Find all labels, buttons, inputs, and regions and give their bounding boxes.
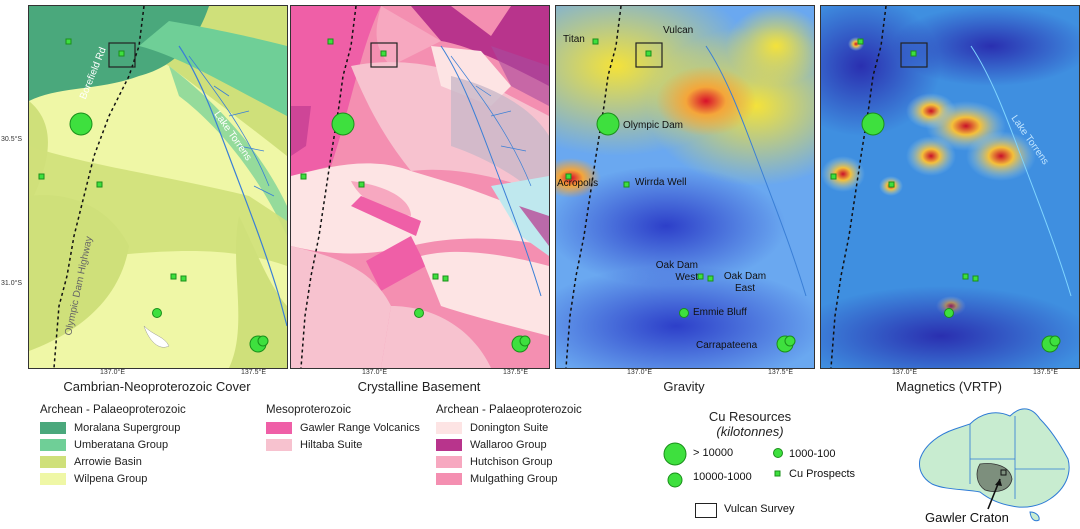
cu-legend-subtitle: (kilotonnes) xyxy=(716,424,784,439)
label-oak-dam-east: Oak Dam East xyxy=(723,271,767,294)
legend-swatch xyxy=(436,455,462,468)
legend-cover: Archean - Palaeoproterozoic Moralana Sup… xyxy=(40,404,186,487)
lon-tick-1375-p1: 137.5°E xyxy=(241,369,266,376)
gravity-map-panel xyxy=(555,5,815,369)
cover-map-panel: Borefield Rd Lake Torrens Olympic Dam Hi… xyxy=(28,5,288,369)
panel-title-cover: Cambrian-Neoproterozoic Cover xyxy=(63,379,251,394)
legend-swatch xyxy=(436,438,462,451)
legend-label: Wallaroo Group xyxy=(470,438,547,451)
panel-title-gravity: Gravity xyxy=(663,379,705,394)
legend-item: Moralana Supergroup xyxy=(40,419,186,436)
basement-map-panel xyxy=(290,5,550,369)
legend-label: Donington Suite xyxy=(470,421,549,434)
cu-medium-icon xyxy=(667,472,683,488)
panel-title-basement: Crystalline Basement xyxy=(357,379,481,394)
cu-label-prospects: Cu Prospects xyxy=(789,468,856,480)
lat-tick-30-5: 30.5°S xyxy=(1,136,23,143)
cu-legend-symbols-left xyxy=(663,442,687,488)
cu-large-icon xyxy=(663,442,687,466)
survey-label: Vulcan Survey xyxy=(724,503,795,515)
cu-legend-title: Cu Resources xyxy=(708,409,792,424)
legend-item: Wilpena Group xyxy=(40,470,186,487)
legend-swatch xyxy=(266,438,292,451)
legend-swatch xyxy=(40,438,66,451)
lon-tick-137-p2: 137.0°E xyxy=(362,369,387,376)
legend-label: Hutchison Group xyxy=(470,455,553,468)
lon-tick-137-p4: 137.0°E xyxy=(892,369,917,376)
lon-tick-1375-p3: 137.5°E xyxy=(768,369,793,376)
legend-label: Wilpena Group xyxy=(74,472,148,485)
legend-swatch xyxy=(436,421,462,434)
label-acropolis: Acropolis xyxy=(557,178,599,189)
legend-swatch xyxy=(40,421,66,434)
label-emmie-bluff: Emmie Bluff xyxy=(693,307,747,318)
cu-label-small: 1000-100 xyxy=(789,448,836,460)
legend-meso-heading: Mesoproterozoic xyxy=(266,404,352,416)
inset-label: Gawler Craton xyxy=(925,510,1009,525)
legend-label: Hiltaba Suite xyxy=(300,438,363,451)
legend-meso: Mesoproterozoic Gawler Range Volcanics H… xyxy=(266,404,420,453)
legend-swatch xyxy=(436,472,462,485)
lon-tick-137-p3: 137.0°E xyxy=(627,369,652,376)
cu-label-large: > 10000 xyxy=(693,447,734,459)
lon-tick-1375-p2: 137.5°E xyxy=(503,369,528,376)
cu-legend-symbols-right xyxy=(773,448,783,477)
legend-label: Mulgathing Group xyxy=(470,472,558,485)
legend-label: Gawler Range Volcanics xyxy=(300,421,420,434)
magnetics-map-panel: Lake Torrens xyxy=(820,5,1080,369)
legend-item: Umberatana Group xyxy=(40,436,186,453)
legend-swatch xyxy=(266,421,292,434)
lon-tick-1375-p4: 137.5°E xyxy=(1033,369,1058,376)
label-carrapateena: Carrapateena xyxy=(696,340,758,351)
legend-swatch xyxy=(40,472,66,485)
legend-cover-heading: Archean - Palaeoproterozoic xyxy=(40,404,186,416)
legend-item: Hiltaba Suite xyxy=(266,436,420,453)
legend-item: Hutchison Group xyxy=(436,453,582,470)
basement-map xyxy=(291,6,549,368)
cu-small-icon xyxy=(773,448,783,458)
australia-inset-map xyxy=(919,408,1070,522)
cu-prospect-icon xyxy=(774,470,781,477)
lat-tick-31: 31.0°S xyxy=(1,280,23,287)
lon-tick-137-p1: 137.0°E xyxy=(100,369,125,376)
legend-item: Wallaroo Group xyxy=(436,436,582,453)
label-titan: Titan xyxy=(563,34,585,45)
cu-label-medium: 10000-1000 xyxy=(693,471,752,483)
gravity-map xyxy=(556,6,814,368)
cover-map: Borefield Rd Lake Torrens Olympic Dam Hi… xyxy=(29,6,287,368)
legend-label: Arrowie Basin xyxy=(74,455,142,468)
legend-swatch xyxy=(40,455,66,468)
legend-item: Gawler Range Volcanics xyxy=(266,419,420,436)
label-olympic-dam: Olympic Dam xyxy=(623,120,684,131)
label-vulcan: Vulcan xyxy=(663,25,694,36)
legend-label: Moralana Supergroup xyxy=(74,421,181,434)
legend-archean-heading: Archean - Palaeoproterozoic xyxy=(436,404,582,416)
label-wirrda-well: Wirrda Well xyxy=(635,177,687,188)
survey-box-icon xyxy=(695,503,717,518)
legend-label: Umberatana Group xyxy=(74,438,169,451)
label-oak-dam-west: Oak Dam West xyxy=(655,260,698,283)
panel-title-magnetics: Magnetics (VRTP) xyxy=(896,379,1002,394)
legend-item: Donington Suite xyxy=(436,419,582,436)
legend-archean: Archean - Palaeoproterozoic Donington Su… xyxy=(436,404,582,487)
magnetics-map: Lake Torrens xyxy=(821,6,1079,368)
legend-item: Arrowie Basin xyxy=(40,453,186,470)
legend-item: Mulgathing Group xyxy=(436,470,582,487)
